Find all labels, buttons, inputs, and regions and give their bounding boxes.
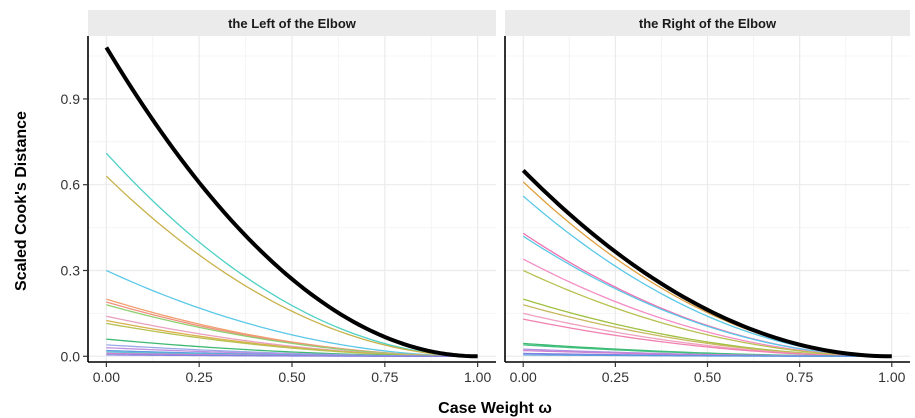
y-tick-label: 0.9 bbox=[61, 91, 81, 107]
x-tick-label: 0.00 bbox=[510, 369, 537, 385]
panel-strip bbox=[88, 10, 496, 36]
y-tick-label: 0.0 bbox=[61, 348, 81, 364]
x-tick-label: 0.00 bbox=[93, 369, 120, 385]
series-line-3 bbox=[106, 269, 478, 357]
highlight-series-line bbox=[104, 46, 478, 359]
panel-title: the Left of the Elbow bbox=[228, 16, 357, 31]
series-line-2 bbox=[105, 175, 478, 357]
series-line-16 bbox=[106, 354, 478, 357]
y-axis-title: Scaled Cook's Distance bbox=[13, 111, 30, 291]
y-tick-label: 0.3 bbox=[61, 262, 81, 278]
panel-title: the Right of the Elbow bbox=[639, 16, 777, 31]
x-tick-label: 0.50 bbox=[694, 369, 721, 385]
x-tick-label: 0.25 bbox=[186, 369, 213, 385]
x-tick-label: 1.00 bbox=[464, 369, 491, 385]
series-line-10 bbox=[523, 318, 892, 357]
x-tick-label: 1.00 bbox=[878, 369, 905, 385]
series-line-16 bbox=[523, 354, 892, 357]
panel-2: the Right of the Elbow 0.00 0.25 0.50 0.75 1.… bbox=[504, 10, 910, 385]
panel-1: the Left of the Elbow 0.00 0.25 0.50 0.75 1.0… bbox=[61, 10, 496, 385]
panel-strip bbox=[505, 10, 910, 36]
x-tick-label: 0.75 bbox=[371, 369, 398, 385]
x-tick-label: 0.25 bbox=[602, 369, 629, 385]
y-tick-label: 0.6 bbox=[61, 177, 81, 193]
x-tick-label: 0.75 bbox=[786, 369, 813, 385]
highlight-series-line bbox=[521, 168, 892, 359]
x-tick-label: 0.50 bbox=[278, 369, 305, 385]
series-line-6 bbox=[522, 269, 892, 357]
x-axis-title: Case Weight ω bbox=[438, 400, 552, 417]
